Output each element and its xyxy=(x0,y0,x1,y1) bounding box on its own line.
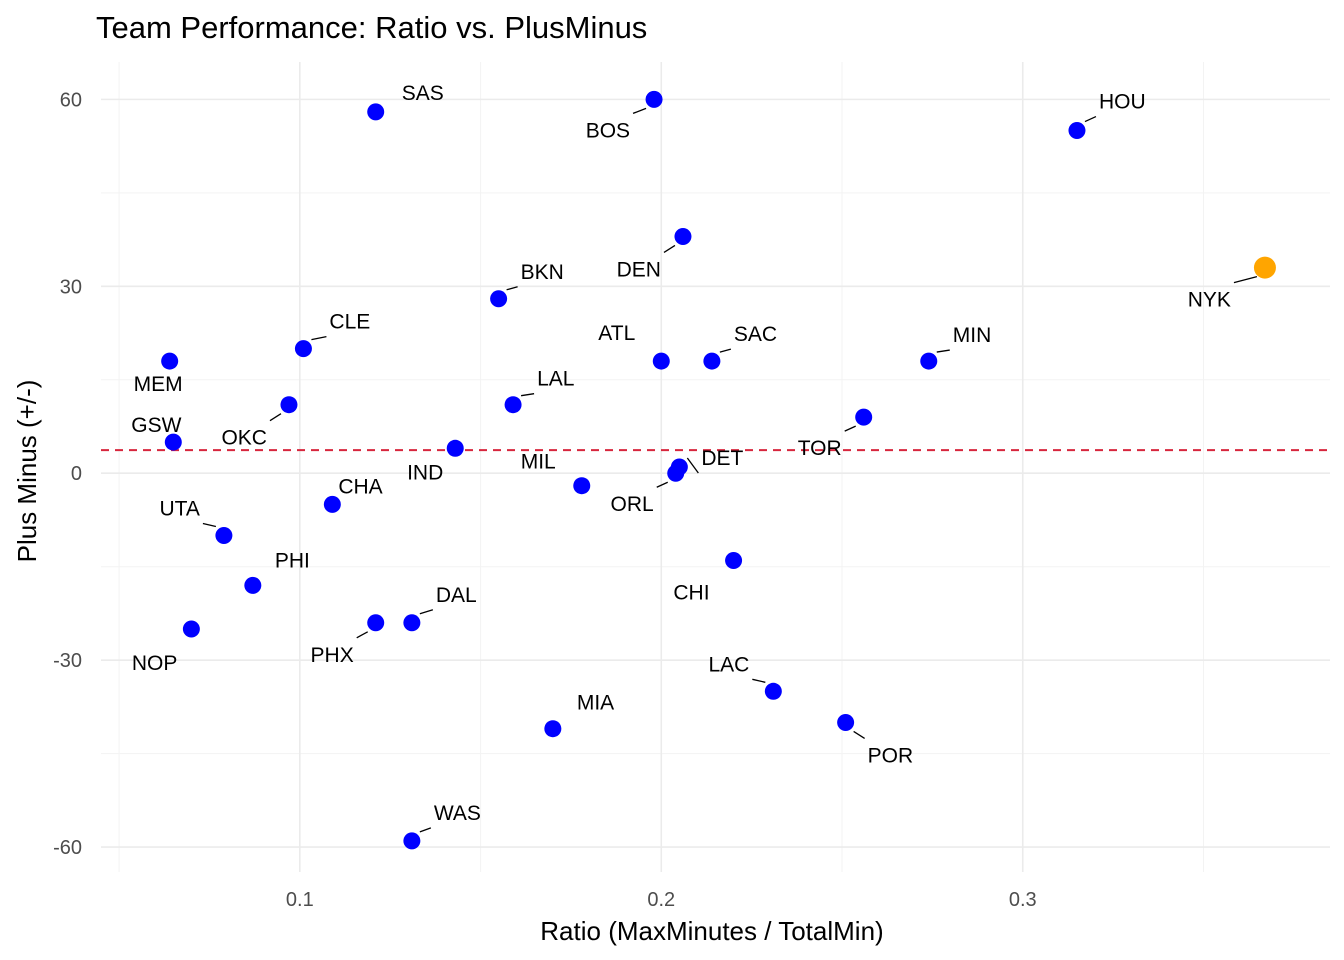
y-tick-label: 0 xyxy=(71,463,82,485)
point-label-lal: LAL xyxy=(537,368,574,391)
data-points xyxy=(161,90,1276,850)
label-leader-det xyxy=(686,457,699,474)
label-leader-phx xyxy=(356,631,369,639)
point-label-por: POR xyxy=(868,744,914,767)
data-point-cle xyxy=(294,340,312,358)
label-leader-dal xyxy=(419,609,434,615)
data-point-bkn xyxy=(490,290,508,308)
data-point-cha xyxy=(323,495,341,513)
label-leader-was xyxy=(419,827,432,833)
point-label-bkn: BKN xyxy=(521,261,564,284)
y-tick-label: -30 xyxy=(53,650,82,672)
x-tick-label: 0.2 xyxy=(647,889,675,911)
data-point-nyk xyxy=(1253,256,1276,279)
data-point-atl xyxy=(652,352,670,370)
data-point-min xyxy=(920,352,938,370)
data-point-lal xyxy=(504,396,522,414)
label-leader-hou xyxy=(1084,115,1097,123)
data-point-lac xyxy=(764,682,782,700)
label-leader-por xyxy=(853,730,865,740)
point-label-cle: CLE xyxy=(329,311,370,334)
point-label-cha: CHA xyxy=(338,475,382,498)
y-tick-label: -60 xyxy=(53,837,82,859)
data-point-den xyxy=(674,227,692,245)
point-label-gsw: GSW xyxy=(131,414,181,437)
data-point-gsw xyxy=(164,433,182,451)
point-label-tor: TOR xyxy=(798,437,842,460)
data-point-hou xyxy=(1068,122,1086,140)
y-axis-title: Plus Minus (+/-) xyxy=(12,380,42,563)
point-label-den: DEN xyxy=(617,258,661,281)
data-point-mil xyxy=(573,477,591,495)
point-label-chi: CHI xyxy=(673,581,709,604)
point-label-atl: ATL xyxy=(598,322,635,345)
data-point-chi xyxy=(725,551,743,569)
label-leader-cle xyxy=(311,335,327,341)
data-point-sac xyxy=(703,352,721,370)
point-label-uta: UTA xyxy=(159,498,199,521)
label-leader-lac xyxy=(752,678,766,683)
label-leader-min xyxy=(936,349,950,353)
point-label-lac: LAC xyxy=(708,653,749,676)
axis-ticks: 0.1 0.2 0.3 -60 -30 0 30 60 xyxy=(53,89,1037,911)
point-label-okc: OKC xyxy=(221,427,267,450)
point-label-det: DET xyxy=(701,447,743,470)
data-point-tor xyxy=(855,408,873,426)
x-tick-label: 0.3 xyxy=(1009,889,1037,911)
point-label-ind: IND xyxy=(407,461,443,484)
point-label-orl: ORL xyxy=(611,493,654,516)
data-point-mem xyxy=(161,352,179,370)
point-label-was: WAS xyxy=(434,802,481,825)
data-point-bos xyxy=(645,90,663,108)
label-leader-den xyxy=(663,244,676,254)
label-leader-lal xyxy=(520,393,535,397)
data-point-dal xyxy=(403,614,421,632)
data-point-sas xyxy=(367,103,385,121)
x-tick-label: 0.1 xyxy=(286,889,314,911)
data-point-nop xyxy=(182,620,200,638)
label-leader-nyk xyxy=(1233,275,1258,284)
label-leader-sac xyxy=(719,348,732,353)
data-point-orl xyxy=(667,464,685,482)
point-label-phx: PHX xyxy=(311,644,354,667)
label-leader-tor xyxy=(844,425,856,432)
point-label-sac: SAC xyxy=(734,323,777,346)
data-point-por xyxy=(837,713,855,731)
data-point-phx xyxy=(367,614,385,632)
label-leader-bkn xyxy=(506,286,518,291)
data-point-was xyxy=(403,832,421,850)
label-leader-okc xyxy=(269,413,282,422)
point-label-sas: SAS xyxy=(402,82,444,105)
point-label-nyk: NYK xyxy=(1188,289,1231,312)
x-axis-title: Ratio (MaxMinutes / TotalMin) xyxy=(540,916,883,946)
point-label-phi: PHI xyxy=(275,549,310,572)
point-labels: SAS BOS HOU DEN BKN CLE MEM ATL SAC MIN LAL OKC TOR G… xyxy=(131,82,1231,825)
data-point-okc xyxy=(280,396,298,414)
data-point-mia xyxy=(544,720,562,738)
y-tick-label: 30 xyxy=(60,276,82,298)
label-leader-orl xyxy=(656,481,669,488)
y-tick-label: 60 xyxy=(60,89,82,111)
point-label-hou: HOU xyxy=(1099,91,1146,114)
point-label-mil: MIL xyxy=(521,451,556,474)
label-leader-uta xyxy=(202,522,217,528)
data-point-ind xyxy=(446,439,464,457)
label-leader-bos xyxy=(632,107,647,114)
point-label-dal: DAL xyxy=(436,584,477,607)
chart-title: Team Performance: Ratio vs. PlusMinus xyxy=(96,10,648,45)
point-label-mia: MIA xyxy=(577,692,614,715)
point-label-nop: NOP xyxy=(132,652,178,675)
grid xyxy=(101,62,1330,872)
data-point-phi xyxy=(244,576,262,594)
point-label-min: MIN xyxy=(953,324,992,347)
point-label-mem: MEM xyxy=(134,373,183,396)
label-leaders xyxy=(202,107,1258,833)
point-label-bos: BOS xyxy=(586,119,630,142)
data-point-uta xyxy=(215,527,233,545)
